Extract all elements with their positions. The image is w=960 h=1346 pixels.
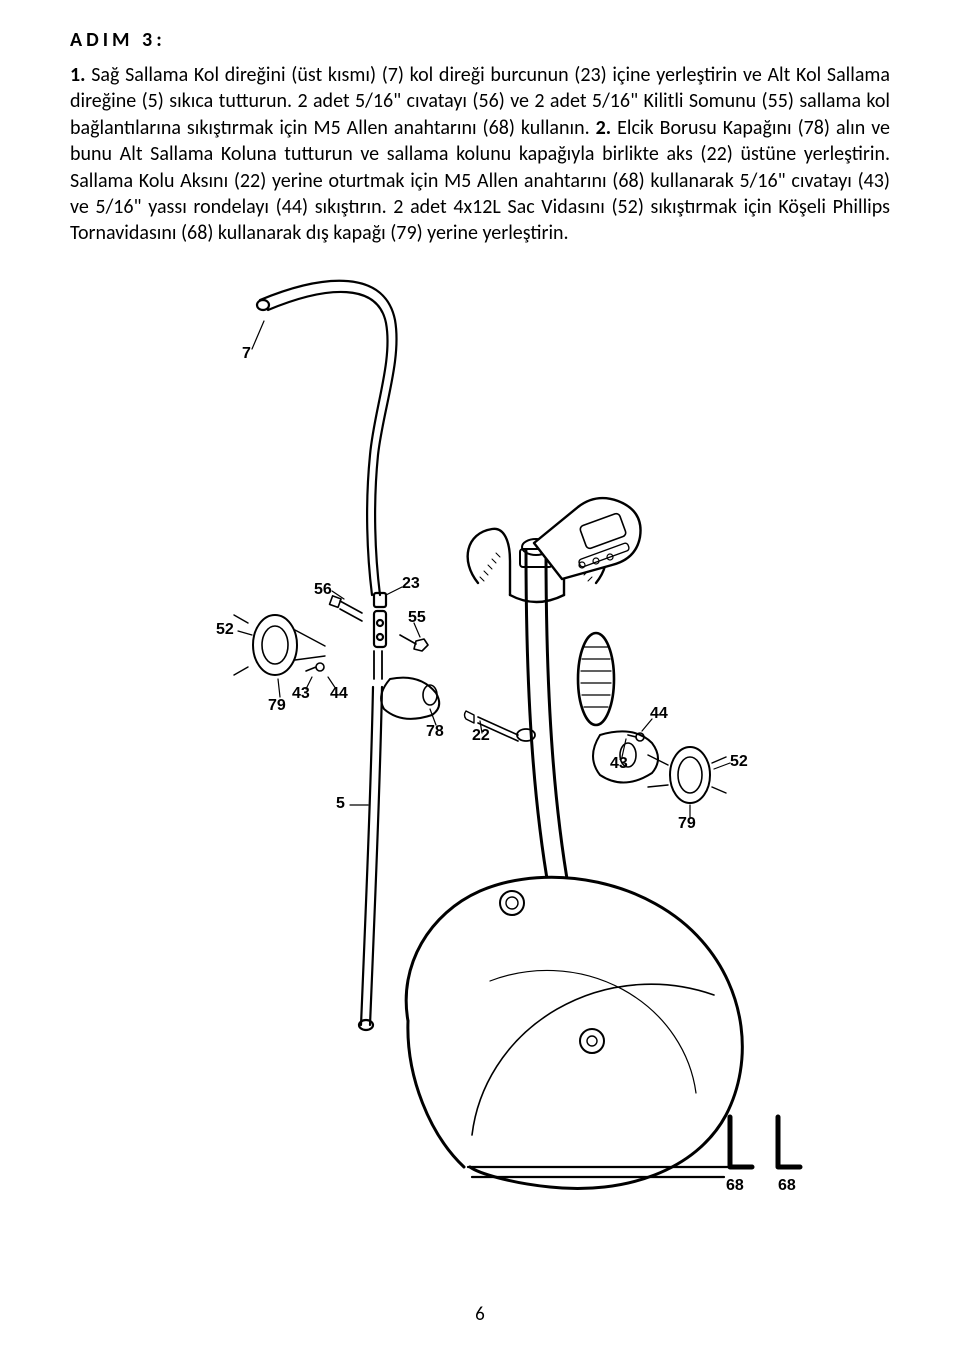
callout-43-left: 43 bbox=[292, 685, 310, 703]
callout-43-right: 43 bbox=[610, 755, 628, 773]
item-number-2: 2. bbox=[596, 116, 611, 140]
callout-52-right: 52 bbox=[730, 753, 748, 771]
callout-68a: 68 bbox=[726, 1177, 744, 1195]
callout-55: 55 bbox=[408, 609, 426, 627]
assembly-diagram: 7 56 23 52 55 43 44 79 78 22 5 44 43 52 … bbox=[130, 265, 830, 1195]
callout-79-left: 79 bbox=[268, 697, 286, 715]
callout-44-right: 44 bbox=[650, 705, 668, 723]
callout-68b: 68 bbox=[778, 1177, 796, 1195]
callout-78: 78 bbox=[426, 723, 444, 741]
callout-44-left: 44 bbox=[330, 685, 348, 703]
callout-52-left: 52 bbox=[216, 621, 234, 639]
callout-5: 5 bbox=[336, 795, 345, 813]
callout-23: 23 bbox=[402, 575, 420, 593]
step-paragraph-1: 1. Sağ Sallama Kol direğini (üst kısmı) … bbox=[70, 62, 890, 247]
step-heading: ADIM 3: bbox=[70, 28, 890, 52]
callout-7: 7 bbox=[242, 345, 251, 363]
item-number-1: 1. bbox=[70, 63, 85, 87]
callout-79-right: 79 bbox=[678, 815, 696, 833]
page-number: 6 bbox=[0, 1303, 960, 1326]
callout-56: 56 bbox=[314, 581, 332, 599]
callout-22: 22 bbox=[472, 727, 490, 745]
